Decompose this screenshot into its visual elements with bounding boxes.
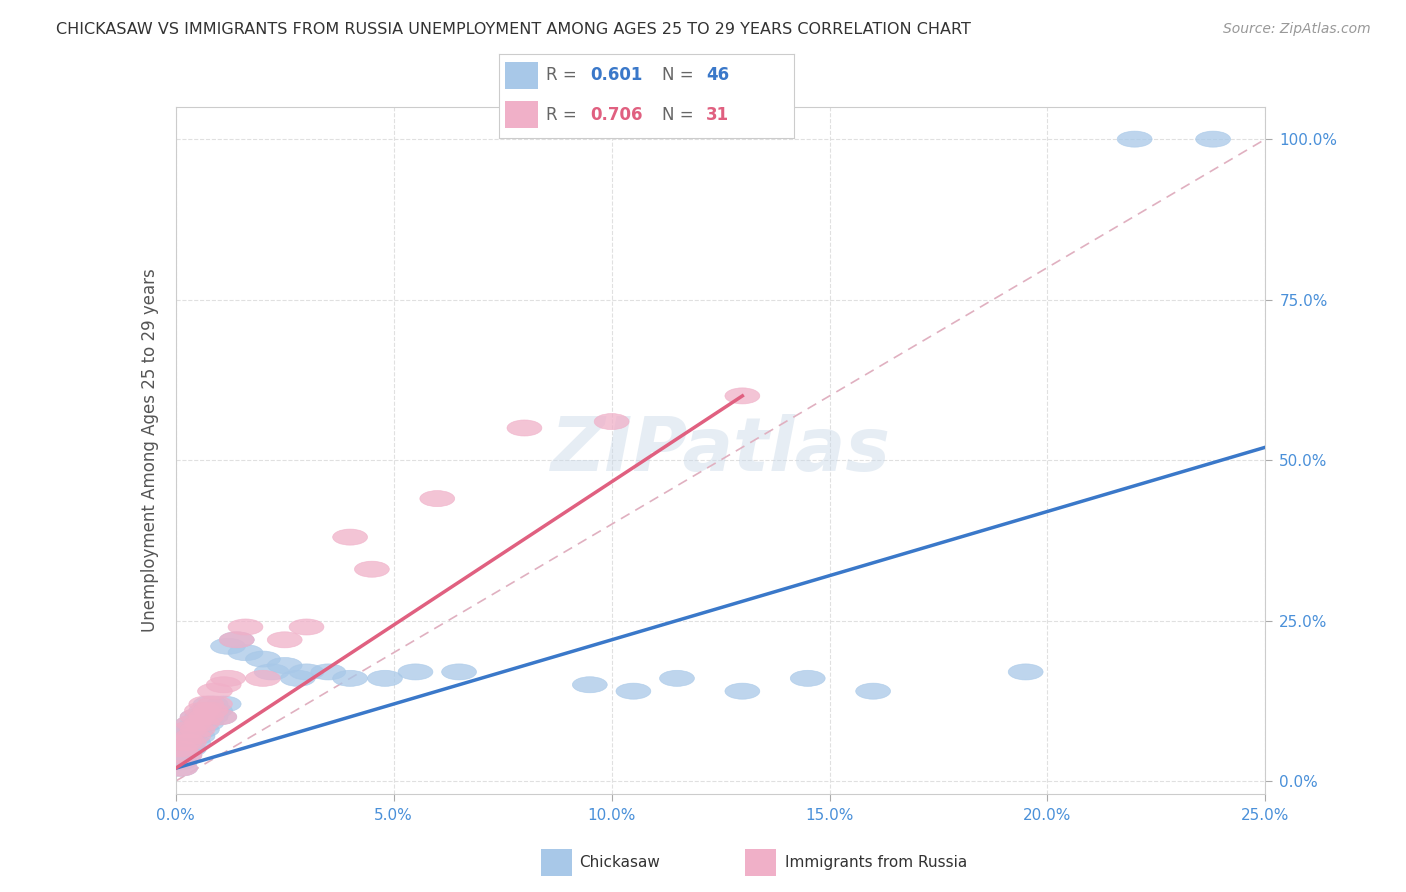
Ellipse shape <box>659 670 695 686</box>
Text: R =: R = <box>547 105 582 123</box>
Ellipse shape <box>1195 131 1230 147</box>
Ellipse shape <box>207 677 242 693</box>
Ellipse shape <box>188 702 224 718</box>
Ellipse shape <box>163 741 197 757</box>
Ellipse shape <box>184 709 219 725</box>
Ellipse shape <box>176 734 211 750</box>
Text: 0.601: 0.601 <box>591 66 643 84</box>
Ellipse shape <box>176 715 211 731</box>
Ellipse shape <box>180 722 215 738</box>
Ellipse shape <box>311 664 346 680</box>
Ellipse shape <box>246 670 280 686</box>
Ellipse shape <box>290 619 323 635</box>
Ellipse shape <box>202 709 236 725</box>
Text: 31: 31 <box>706 105 728 123</box>
Ellipse shape <box>193 696 228 712</box>
Text: Source: ZipAtlas.com: Source: ZipAtlas.com <box>1223 22 1371 37</box>
Ellipse shape <box>441 664 477 680</box>
Ellipse shape <box>176 715 211 731</box>
Ellipse shape <box>211 670 246 686</box>
Ellipse shape <box>167 728 202 744</box>
Ellipse shape <box>188 696 224 712</box>
Ellipse shape <box>197 696 232 712</box>
Ellipse shape <box>172 728 207 744</box>
Ellipse shape <box>172 722 207 738</box>
Ellipse shape <box>193 709 228 725</box>
Bar <box>505 101 537 128</box>
Ellipse shape <box>254 664 290 680</box>
Text: 0.706: 0.706 <box>591 105 643 123</box>
Ellipse shape <box>163 760 197 776</box>
Ellipse shape <box>367 670 402 686</box>
Ellipse shape <box>172 734 207 750</box>
Ellipse shape <box>280 670 315 686</box>
Ellipse shape <box>188 709 224 725</box>
Ellipse shape <box>290 664 323 680</box>
Ellipse shape <box>725 683 759 699</box>
Ellipse shape <box>184 722 219 738</box>
Ellipse shape <box>163 760 197 776</box>
Ellipse shape <box>184 702 219 718</box>
Ellipse shape <box>188 715 224 731</box>
Ellipse shape <box>616 683 651 699</box>
Ellipse shape <box>228 645 263 661</box>
Text: N =: N = <box>661 66 699 84</box>
Ellipse shape <box>167 734 202 750</box>
Ellipse shape <box>246 651 280 667</box>
Ellipse shape <box>172 722 207 738</box>
Ellipse shape <box>267 657 302 673</box>
Text: CHICKASAW VS IMMIGRANTS FROM RUSSIA UNEMPLOYMENT AMONG AGES 25 TO 29 YEARS CORRE: CHICKASAW VS IMMIGRANTS FROM RUSSIA UNEM… <box>56 22 972 37</box>
Ellipse shape <box>172 741 207 757</box>
Ellipse shape <box>267 632 302 648</box>
Ellipse shape <box>211 638 246 654</box>
Ellipse shape <box>167 747 202 764</box>
Ellipse shape <box>180 715 215 731</box>
Ellipse shape <box>228 619 263 635</box>
Text: N =: N = <box>661 105 699 123</box>
Ellipse shape <box>176 728 211 744</box>
Text: ZIPatlas: ZIPatlas <box>551 414 890 487</box>
Bar <box>505 62 537 89</box>
Ellipse shape <box>193 702 228 718</box>
Ellipse shape <box>1118 131 1152 147</box>
Ellipse shape <box>219 632 254 648</box>
Text: Chickasaw: Chickasaw <box>579 855 661 870</box>
Ellipse shape <box>790 670 825 686</box>
Ellipse shape <box>197 702 232 718</box>
Ellipse shape <box>398 664 433 680</box>
Ellipse shape <box>202 709 236 725</box>
Ellipse shape <box>572 677 607 693</box>
Text: R =: R = <box>547 66 582 84</box>
Ellipse shape <box>197 683 232 699</box>
Ellipse shape <box>595 414 628 430</box>
Ellipse shape <box>219 632 254 648</box>
Ellipse shape <box>1008 664 1043 680</box>
Ellipse shape <box>420 491 454 507</box>
Ellipse shape <box>333 529 367 545</box>
Y-axis label: Unemployment Among Ages 25 to 29 years: Unemployment Among Ages 25 to 29 years <box>141 268 159 632</box>
Ellipse shape <box>176 722 211 738</box>
Ellipse shape <box>167 734 202 750</box>
Text: Immigrants from Russia: Immigrants from Russia <box>785 855 967 870</box>
Ellipse shape <box>180 709 215 725</box>
Ellipse shape <box>333 670 367 686</box>
Ellipse shape <box>856 683 890 699</box>
Ellipse shape <box>207 696 242 712</box>
Ellipse shape <box>163 754 197 770</box>
Ellipse shape <box>354 561 389 577</box>
Ellipse shape <box>163 741 197 757</box>
Ellipse shape <box>508 420 541 436</box>
Ellipse shape <box>184 715 219 731</box>
Ellipse shape <box>180 709 215 725</box>
Ellipse shape <box>180 728 215 744</box>
Text: 46: 46 <box>706 66 728 84</box>
Ellipse shape <box>725 388 759 404</box>
Ellipse shape <box>167 747 202 764</box>
